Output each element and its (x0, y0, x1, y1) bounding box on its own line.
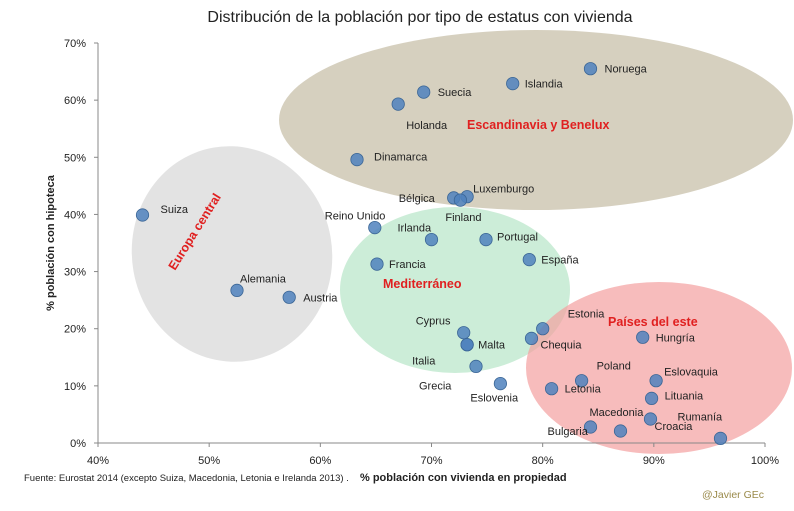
point-portugal (479, 233, 493, 247)
point-label: Italia (412, 356, 436, 368)
point-label: Eslovaquia (664, 367, 719, 379)
point-cyprus (457, 326, 471, 340)
y-tick-label: 0% (70, 438, 86, 450)
point-label: Noruega (605, 64, 648, 76)
point-alemania (230, 283, 244, 297)
point-label: Eslovenia (470, 393, 519, 405)
point-label: Poland (597, 361, 631, 373)
y-tick-label: 50% (64, 152, 86, 164)
point-irlanda (424, 233, 439, 247)
point-suiza (135, 208, 150, 222)
point-label: Rumanía (678, 411, 724, 423)
point-reino-unido (368, 221, 382, 235)
point-label: Islandia (525, 79, 564, 91)
point-ruman-a (713, 431, 728, 445)
x-tick-label: 80% (532, 455, 554, 467)
point-label: Reino Unido (325, 211, 386, 223)
point-label: Macedonia (590, 407, 645, 419)
group-label: Mediterráneo (383, 277, 462, 291)
point-espa-a (522, 253, 536, 267)
point-estonia (536, 322, 550, 336)
point-label: Croacia (655, 421, 694, 433)
x-tick-label: 50% (198, 455, 220, 467)
point-label: Cyprus (416, 316, 451, 328)
y-tick-label: 30% (64, 267, 86, 279)
y-tick-label: 20% (64, 324, 86, 336)
y-tick-label: 40% (64, 209, 86, 221)
x-tick-label: 90% (643, 455, 665, 467)
point-label: Finland (445, 212, 481, 224)
y-tick-label: 70% (64, 38, 86, 50)
point-lituania (644, 391, 659, 405)
point-label: Bélgica (399, 193, 436, 205)
source-note: Fuente: Eurostat 2014 (excepto Suiza, Ma… (24, 473, 349, 484)
point-label: Letonia (565, 384, 602, 396)
mediterranean-group-ellipse (340, 207, 570, 373)
point-grecia (469, 359, 483, 373)
point-finland (453, 193, 467, 207)
east-group-ellipse (526, 282, 792, 454)
point-eslovenia (493, 376, 507, 391)
point-suecia (417, 85, 431, 99)
point-noruega (583, 62, 598, 76)
central-europe-group-ellipse (131, 146, 333, 362)
chart-title: Distribución de la población por tipo de… (207, 9, 632, 26)
x-tick-label: 100% (751, 455, 779, 467)
point-hungr-a (636, 330, 650, 344)
point-label: Lituania (665, 390, 704, 402)
point-label: Holanda (406, 120, 448, 132)
point-macedonia (583, 420, 598, 434)
point-label: Malta (478, 340, 506, 352)
x-tick-label: 60% (309, 455, 331, 467)
point-eslovaquia (649, 374, 663, 388)
point-letonia (544, 382, 559, 396)
point-italia (460, 338, 474, 352)
point-label: Bulgaria (548, 426, 589, 438)
y-tick-label: 10% (64, 381, 86, 393)
point-label: Alemania (240, 273, 287, 285)
scandinavia-group-ellipse (279, 30, 793, 210)
point-label: Suecia (438, 87, 473, 99)
point-label: Hungría (656, 332, 696, 344)
y-axis-label: % población con hipoteca (45, 174, 57, 311)
point-label: Chequia (541, 339, 583, 351)
point-label: Portugal (497, 232, 538, 244)
point-label: Suiza (161, 204, 189, 216)
point-label: Irlanda (398, 223, 433, 235)
point-label: Estonia (568, 309, 606, 321)
point-label: Dinamarca (374, 152, 428, 164)
group-label: Países del este (608, 315, 698, 329)
point-holanda (391, 97, 405, 111)
point-chequia (524, 331, 539, 345)
point-label: España (541, 255, 579, 267)
author-credit: @Javier GEc (702, 489, 764, 501)
point-croacia (643, 412, 658, 426)
x-axis-label: % población con vivienda en propiedad (360, 472, 567, 484)
point-francia (370, 257, 384, 271)
point-islandia (506, 77, 520, 91)
x-tick-label: 40% (87, 455, 109, 467)
group-label: Escandinavia y Benelux (467, 118, 609, 132)
point-dinamarca (350, 153, 364, 167)
point-label: Austria (303, 292, 338, 304)
point-label: Francia (389, 259, 427, 271)
point-poland (574, 374, 589, 388)
point-label: Luxemburgo (473, 184, 534, 196)
y-tick-label: 60% (64, 95, 86, 107)
point-austria (282, 290, 296, 304)
point-bulgaria (613, 424, 628, 438)
x-tick-label: 70% (420, 455, 442, 467)
point-label: Grecia (419, 380, 452, 392)
